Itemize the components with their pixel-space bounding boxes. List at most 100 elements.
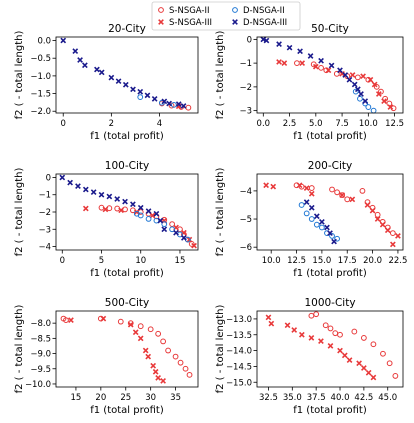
data-point bbox=[318, 224, 325, 231]
data-point bbox=[308, 185, 315, 191]
data-point bbox=[276, 41, 282, 47]
data-point bbox=[157, 217, 164, 224]
data-point bbox=[371, 81, 378, 88]
data-point bbox=[322, 322, 329, 329]
x-axis-label: f1 (total profit) bbox=[90, 268, 164, 279]
data-point bbox=[375, 91, 382, 97]
data-point bbox=[392, 373, 399, 379]
x-tick-label: 2.5 bbox=[283, 119, 297, 129]
x-tick-label: 15 bbox=[175, 256, 186, 266]
data-point bbox=[395, 233, 401, 239]
x-tick-label: 5.0 bbox=[309, 119, 323, 129]
data-point bbox=[354, 86, 361, 93]
data-point bbox=[365, 369, 372, 376]
x-tick-label: 42.5 bbox=[354, 393, 373, 403]
x-axis-label: f1 (total profit) bbox=[293, 131, 367, 142]
data-point bbox=[153, 217, 160, 224]
x-tick-label: 15 bbox=[71, 393, 82, 403]
data-point bbox=[313, 311, 320, 318]
chart-panel-5: 15 20 25 30 35 −8.0 −8.5 −9.0 −9.5 −10.0 500-City f… bbox=[14, 297, 199, 416]
legend-marker bbox=[232, 19, 238, 25]
series-s-nsga-iii bbox=[68, 315, 166, 384]
data-point bbox=[318, 57, 324, 64]
legend: S-NSGA-II S-NSGA-III D-NSGA-II D-NSGA-III bbox=[151, 1, 301, 31]
data-point bbox=[318, 64, 324, 71]
plot-frame bbox=[256, 173, 404, 251]
data-point bbox=[337, 67, 343, 74]
x-axis-label: f1 (total profit) bbox=[90, 131, 164, 142]
data-point bbox=[127, 321, 134, 328]
y-tick-label: −6 bbox=[239, 243, 252, 253]
series-s-nsga-iii bbox=[265, 314, 377, 381]
data-point bbox=[130, 201, 136, 208]
data-point bbox=[82, 186, 89, 193]
x-tick-label: 35.0 bbox=[283, 393, 302, 403]
data-point bbox=[67, 179, 73, 186]
data-point bbox=[263, 37, 270, 44]
data-point bbox=[325, 67, 332, 74]
data-point bbox=[370, 374, 377, 381]
data-point bbox=[268, 320, 275, 327]
data-point bbox=[158, 99, 165, 106]
y-tick-label: −3 bbox=[239, 107, 252, 117]
data-point bbox=[349, 196, 356, 203]
data-point bbox=[114, 196, 121, 202]
y-tick-label: −13.5 bbox=[226, 331, 252, 341]
data-point bbox=[160, 378, 166, 384]
chart-title: 200-City bbox=[308, 160, 352, 172]
data-point bbox=[310, 61, 317, 68]
x-tick-label: 10.0 bbox=[359, 119, 378, 129]
data-point bbox=[349, 72, 356, 78]
data-point bbox=[59, 174, 66, 181]
data-point bbox=[346, 357, 353, 363]
data-point bbox=[364, 202, 371, 208]
y-axis-label: f2 ( - total length) bbox=[14, 305, 25, 394]
data-point bbox=[142, 347, 149, 354]
y-axis-label: f2 ( - total length) bbox=[215, 168, 226, 257]
data-point bbox=[115, 78, 122, 85]
series-d-nsga-iii bbox=[59, 174, 187, 241]
chart-panel-3: 0 5 10 15 0 −1 −2 −3 −4 100-City f1 (total profit)… bbox=[14, 160, 199, 279]
plot-frame bbox=[256, 310, 404, 388]
data-point bbox=[359, 187, 366, 194]
x-tick-label: 0 bbox=[60, 256, 65, 266]
data-point bbox=[344, 196, 351, 203]
data-point bbox=[284, 322, 291, 329]
x-tick-label: 12.5 bbox=[287, 256, 306, 266]
data-point bbox=[152, 368, 159, 375]
chart-panel-1: 0 2 4 0.0 −0.5 −1.0 −1.5 −2.0 20-City f1 (total p… bbox=[14, 23, 199, 142]
y-tick-label: −2.0 bbox=[30, 107, 51, 117]
data-point bbox=[329, 233, 335, 239]
data-point bbox=[313, 221, 320, 228]
data-point bbox=[313, 213, 320, 220]
data-point bbox=[346, 76, 353, 83]
data-point bbox=[270, 183, 277, 190]
data-point bbox=[373, 83, 380, 90]
chart-panel-6: 32.5 35.0 37.5 40.0 42.5 45.0 −13.0 −13.5 −14.0 −… bbox=[215, 297, 404, 416]
chart-title: 100-City bbox=[105, 160, 149, 172]
data-point bbox=[354, 74, 361, 81]
data-point bbox=[82, 205, 89, 212]
data-point bbox=[331, 238, 337, 245]
data-point bbox=[308, 204, 315, 211]
data-point bbox=[308, 312, 315, 319]
series-s-nsga-iii bbox=[82, 205, 197, 249]
x-tick-label: 12.5 bbox=[385, 119, 404, 129]
data-point bbox=[360, 335, 367, 341]
data-point bbox=[161, 221, 168, 227]
data-point bbox=[298, 331, 305, 338]
data-point bbox=[191, 242, 197, 249]
data-point bbox=[374, 211, 381, 218]
chart-title: 50-City bbox=[311, 23, 349, 35]
data-point bbox=[168, 102, 175, 109]
y-tick-label: −8.5 bbox=[30, 334, 51, 344]
y-tick-label: −2 bbox=[239, 83, 252, 93]
x-tick-label: 30 bbox=[145, 393, 156, 403]
data-point bbox=[297, 48, 303, 55]
data-point bbox=[137, 94, 144, 100]
data-point bbox=[299, 60, 306, 66]
data-point bbox=[145, 353, 152, 360]
series-d-nsga-iii bbox=[303, 199, 337, 245]
y-tick-label: −14.5 bbox=[226, 362, 252, 372]
legend-marker bbox=[158, 7, 164, 13]
